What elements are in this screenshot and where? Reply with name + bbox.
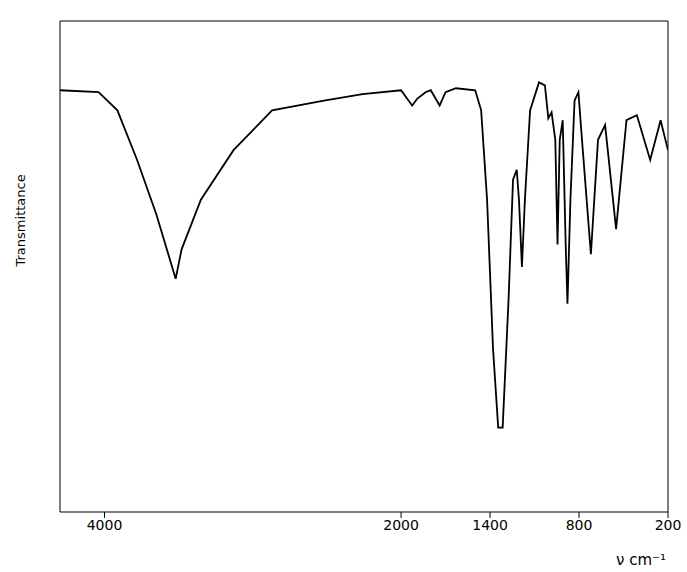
svg-text:200: 200 (655, 517, 682, 533)
svg-text:ν cm⁻¹: ν cm⁻¹ (616, 551, 666, 569)
svg-text:2000: 2000 (383, 517, 419, 533)
svg-text:Transmittance: Transmittance (13, 174, 28, 267)
svg-text:800: 800 (566, 517, 593, 533)
svg-text:4000: 4000 (87, 517, 123, 533)
svg-text:1400: 1400 (472, 517, 508, 533)
